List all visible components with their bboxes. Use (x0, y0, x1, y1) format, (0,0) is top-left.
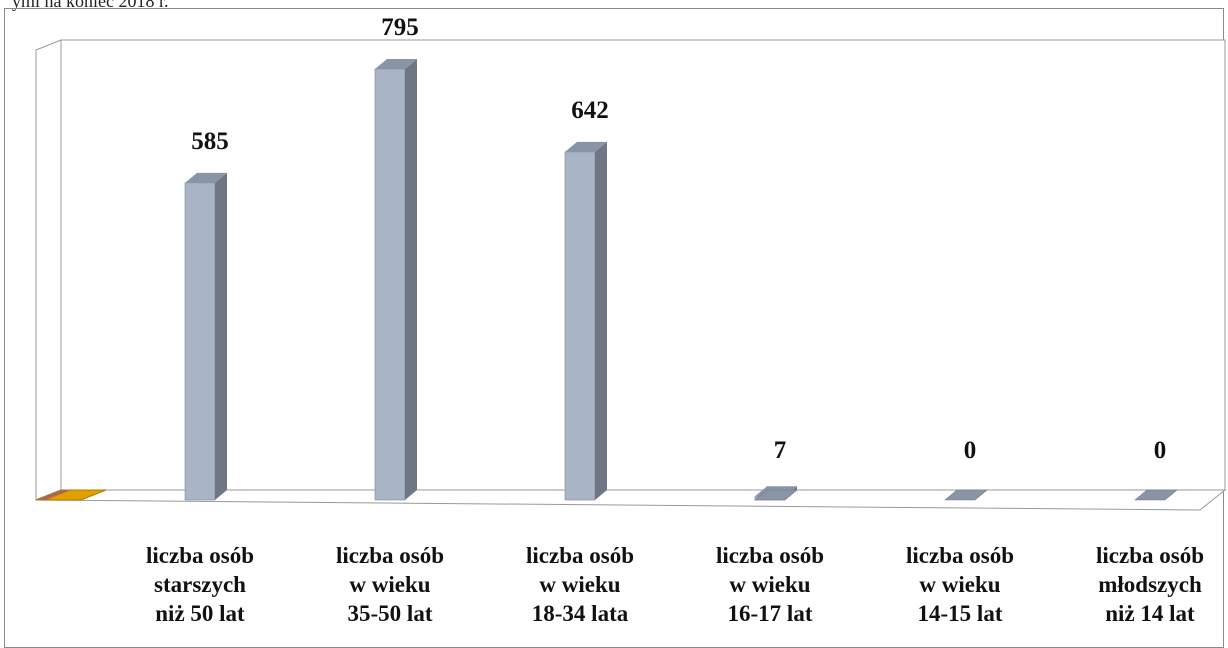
bar (944, 489, 988, 501)
category-label-line: starszych (154, 572, 246, 597)
floor-marker-edge (36, 490, 71, 500)
category-label: liczba osób w wieku 18-34 lata (485, 541, 675, 628)
bar-side (215, 172, 227, 500)
value-label: 585 (191, 128, 229, 155)
back-wall (60, 39, 1226, 491)
bar-side (595, 141, 607, 500)
value-label: 642 (571, 97, 609, 124)
bar-top (375, 58, 417, 69)
bar-front (184, 182, 216, 501)
category-label-line: 35-50 lat (347, 601, 433, 626)
bar-cap (944, 489, 988, 501)
category-label-line: niż 14 lat (1105, 601, 1195, 626)
bar-top (565, 141, 607, 152)
category-label-line: 14-15 lat (917, 601, 1003, 626)
bar-top (185, 172, 227, 183)
category-label: liczba osób w wieku 16-17 lat (675, 541, 865, 628)
bar (1134, 489, 1178, 501)
category-label-line: 18-34 lata (531, 601, 629, 626)
value-label: 0 (964, 437, 977, 464)
category-label-line: liczba osób (716, 543, 824, 568)
category-label-line: w wieku (539, 572, 621, 597)
category-label-line: liczba osób (336, 543, 444, 568)
category-label: liczba osób w wieku 14-15 lat (865, 541, 1055, 628)
value-label: 0 (1154, 437, 1167, 464)
category-label-line: w wieku (919, 572, 1001, 597)
bar (374, 58, 417, 501)
value-label: 7 (774, 437, 787, 464)
left-wall (35, 39, 62, 501)
bar-cap (1134, 489, 1178, 501)
bar (754, 486, 798, 501)
bar-cap (754, 489, 798, 501)
bar-side (405, 58, 417, 501)
category-label-line: w wieku (349, 572, 431, 597)
category-label: liczba osób młodszych niż 14 lat (1055, 541, 1228, 628)
category-label-line: liczba osób (1096, 543, 1204, 568)
category-label-line: niż 50 lat (155, 601, 245, 626)
chart-walls (35, 39, 1227, 511)
bar-front (564, 151, 596, 501)
category-label-line: młodszych (1098, 572, 1202, 597)
category-label-line: liczba osób (146, 543, 254, 568)
bar (184, 172, 227, 501)
category-label-line: 16-17 lat (727, 601, 813, 626)
category-label-line: liczba osób (906, 543, 1014, 568)
bar-front (374, 68, 406, 501)
bar (564, 141, 607, 501)
category-label: liczba osób starszych niż 50 lat (105, 541, 295, 628)
chart-bars (184, 58, 1178, 501)
value-label: 795 (381, 14, 419, 41)
page-caption: ymi na koniec 2018 r. (12, 0, 169, 11)
category-label-line: liczba osób (526, 543, 634, 568)
category-label: liczba osób w wieku 35-50 lat (295, 541, 485, 628)
category-label-line: w wieku (729, 572, 811, 597)
chart-value-labels: 585 795 642 7 0 0 (191, 14, 1166, 464)
